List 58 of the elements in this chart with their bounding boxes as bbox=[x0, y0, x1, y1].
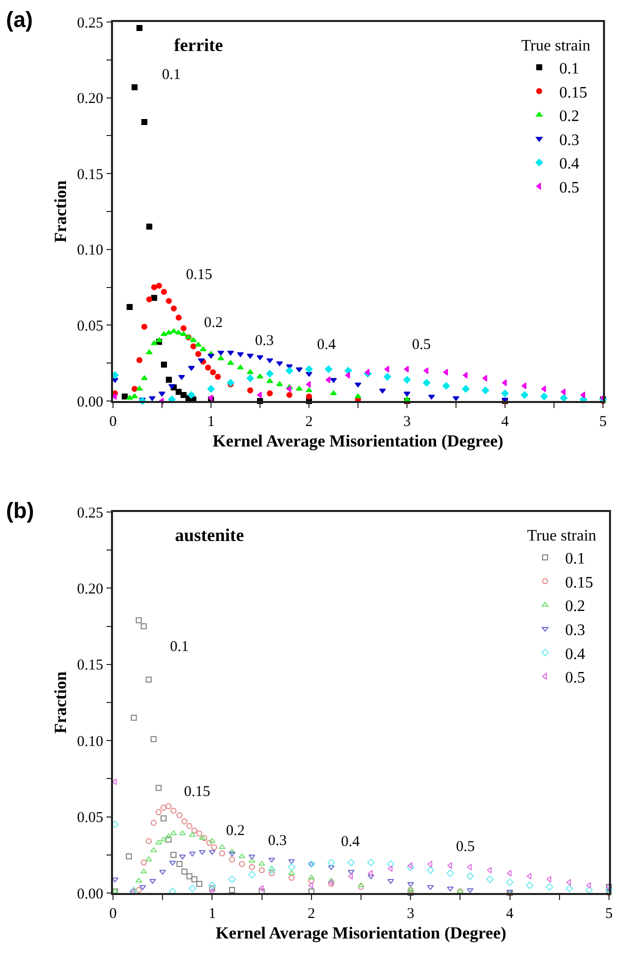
x-tick-label: 5 bbox=[605, 906, 613, 922]
legend-label: 0.15 bbox=[565, 574, 594, 592]
annotation: austenite bbox=[175, 525, 244, 545]
text: (a) bbox=[6, 7, 33, 32]
annotation: 0.4 bbox=[341, 834, 360, 850]
y-tick-label: 0.25 bbox=[77, 15, 104, 32]
annotation: 0.1 bbox=[170, 639, 189, 655]
x-tick-label: 2 bbox=[308, 906, 316, 922]
legend-label: 0.2 bbox=[559, 108, 580, 126]
y-axis-title: Fraction bbox=[51, 670, 70, 734]
y-tick-label: 0.10 bbox=[77, 734, 104, 750]
annotation: 0.5 bbox=[456, 839, 475, 855]
annotation: 0.15 bbox=[184, 784, 210, 800]
annotation: 0.2 bbox=[204, 315, 223, 331]
x-tick-label: 4 bbox=[501, 414, 510, 430]
x-tick-label: 1 bbox=[207, 414, 215, 430]
annotation: 0.15 bbox=[186, 267, 212, 283]
annotation: 0.2 bbox=[226, 823, 245, 839]
annotation: 0.5 bbox=[412, 337, 431, 353]
legend-label: 0.5 bbox=[559, 180, 580, 197]
x-tick-label: 2 bbox=[305, 414, 313, 430]
legend-label: 0.3 bbox=[559, 132, 580, 149]
x-tick-label: 0 bbox=[109, 906, 117, 922]
legend-label: 0.15 bbox=[559, 84, 588, 102]
legend-title: True strain bbox=[527, 527, 596, 544]
x-axis-title: Kernel Average Misorientation (Degree) bbox=[216, 924, 506, 943]
x-tick-label: 1 bbox=[208, 906, 216, 922]
annotation: 0.3 bbox=[255, 333, 274, 349]
legend-label: 0.4 bbox=[565, 646, 586, 663]
legend-label: 0.5 bbox=[565, 670, 586, 687]
x-tick-label: 4 bbox=[506, 906, 514, 922]
annotation: 0.4 bbox=[317, 337, 336, 353]
annotation: 0.3 bbox=[268, 833, 287, 849]
legend-title: True strain bbox=[521, 37, 590, 54]
legend-label: 0.3 bbox=[565, 622, 586, 639]
legend-label: 0.1 bbox=[565, 550, 586, 568]
x-tick-label: 3 bbox=[406, 906, 414, 922]
y-tick-label: 0.10 bbox=[77, 242, 104, 259]
x-axis-title: Kernel Average Misorientation (Degree) bbox=[212, 432, 504, 451]
y-tick-label: 0.05 bbox=[77, 810, 104, 826]
y-tick-label: 0.20 bbox=[77, 91, 104, 108]
x-tick-label: 5 bbox=[599, 414, 607, 430]
y-axis-title: Fraction bbox=[51, 180, 70, 243]
y-tick-label: 0.25 bbox=[77, 505, 104, 522]
y-tick-label: 0.00 bbox=[77, 394, 104, 410]
x-tick-label: 0 bbox=[109, 414, 117, 430]
legend-label: 0.4 bbox=[559, 156, 580, 173]
y-tick-label: 0.15 bbox=[77, 166, 104, 183]
y-tick-label: 0.20 bbox=[77, 581, 104, 598]
y-tick-label: 0.05 bbox=[77, 318, 104, 334]
legend-label: 0.1 bbox=[559, 60, 580, 78]
y-tick-label: 0.15 bbox=[77, 658, 104, 674]
legend-label: 0.2 bbox=[565, 598, 586, 616]
annotation: ferrite bbox=[174, 35, 223, 55]
annotation: 0.1 bbox=[162, 67, 181, 83]
text: (b) bbox=[6, 498, 34, 523]
x-tick-label: 3 bbox=[403, 414, 411, 430]
y-tick-label: 0.00 bbox=[77, 886, 104, 902]
